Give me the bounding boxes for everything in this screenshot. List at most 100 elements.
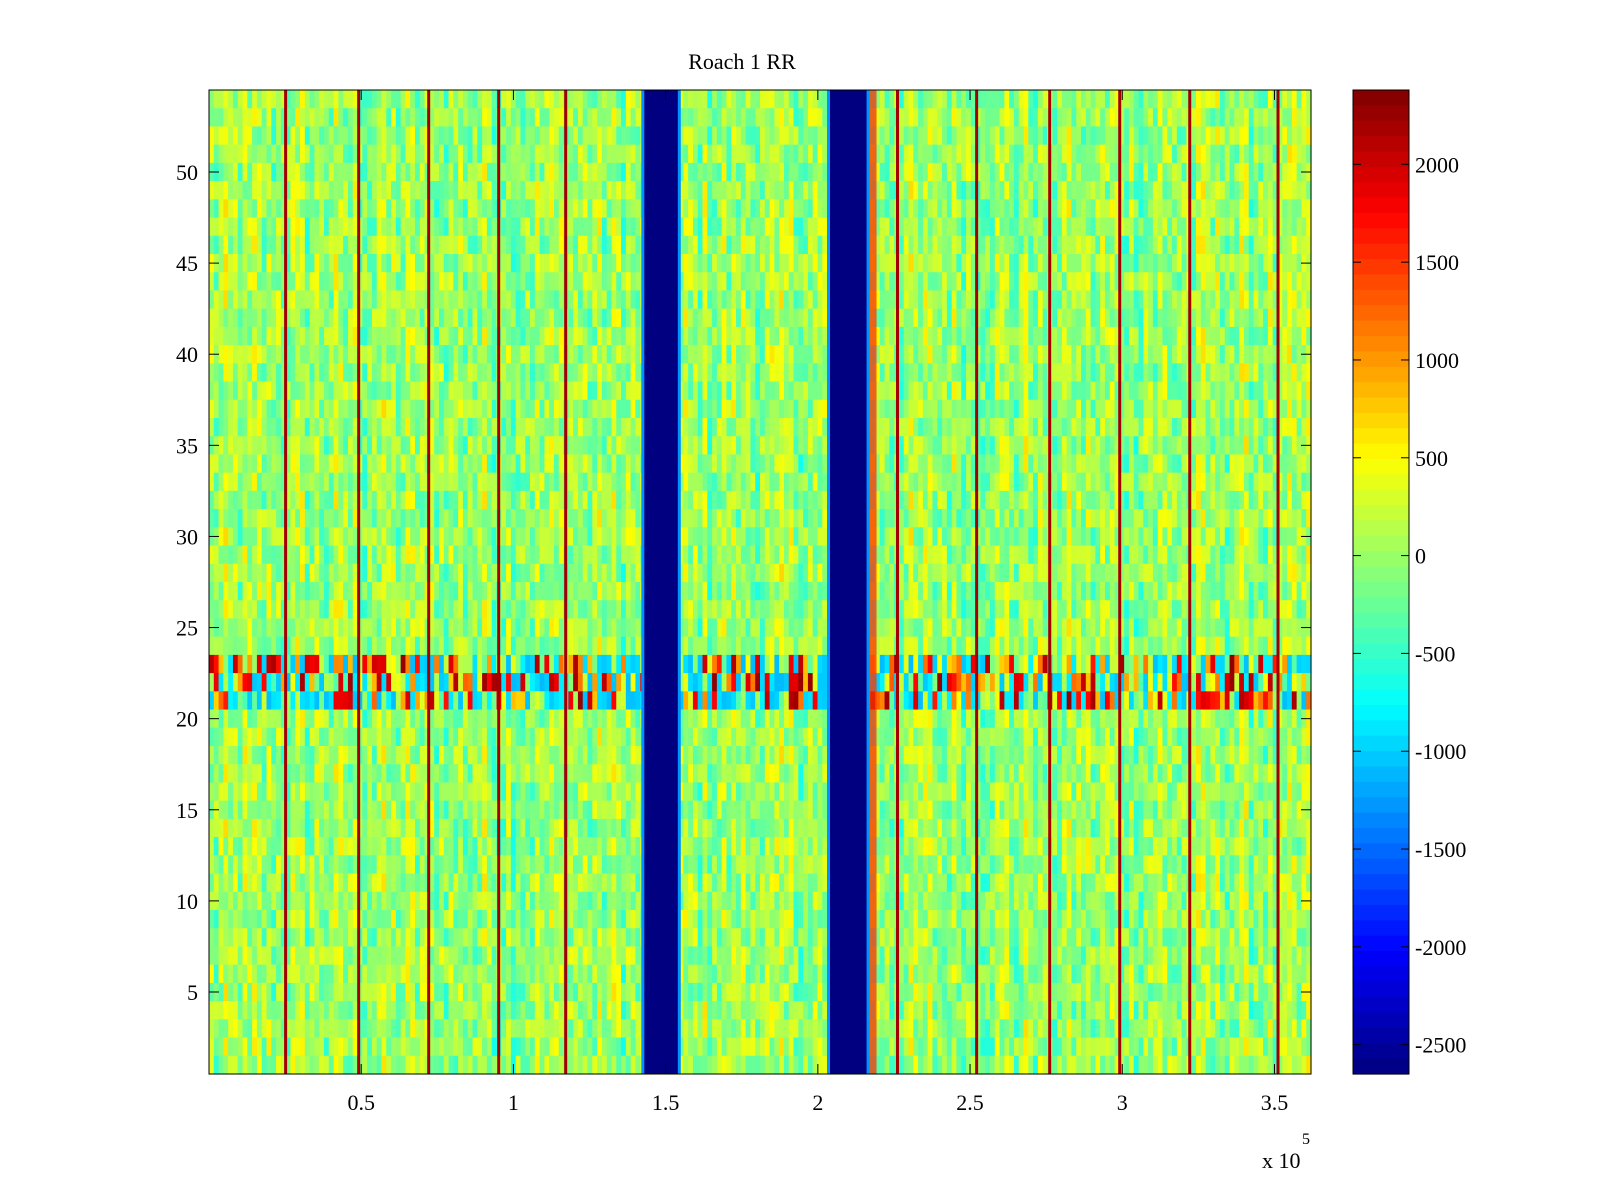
- heatmap-cell: [544, 345, 550, 364]
- heatmap-cell: [304, 454, 311, 474]
- heatmap-cell: [1061, 381, 1068, 401]
- heatmap-cell: [1229, 217, 1235, 237]
- heatmap-cell: [1037, 308, 1044, 328]
- heatmap-cell: [803, 90, 809, 109]
- heatmap-cell: [1081, 272, 1087, 292]
- heatmap-cell: [391, 399, 397, 419]
- heatmap-cell: [405, 381, 411, 401]
- heatmap-cell: [467, 345, 474, 364]
- heatmap-cell: [760, 363, 766, 383]
- heatmap-cell: [1133, 454, 1140, 474]
- heatmap-cell: [1042, 235, 1049, 255]
- heatmap-cell: [1013, 454, 1020, 474]
- heatmap-cell: [1267, 217, 1274, 237]
- heatmap-cell: [779, 217, 785, 237]
- heatmap-cell: [822, 399, 828, 419]
- heatmap-cell: [1267, 436, 1274, 456]
- heatmap-cell: [429, 162, 435, 182]
- heatmap-cell: [1296, 418, 1303, 437]
- heatmap-cell: [918, 436, 924, 456]
- heatmap-cell: [247, 418, 253, 437]
- heatmap-cell: [458, 144, 464, 164]
- heatmap-cell: [630, 217, 637, 237]
- heatmap-cell: [726, 181, 732, 200]
- heatmap-cell: [1162, 199, 1168, 219]
- heatmap-cell: [510, 126, 517, 146]
- heatmap-cell: [1114, 162, 1120, 182]
- heatmap-cell: [1291, 181, 1298, 200]
- heatmap-cell: [256, 235, 263, 255]
- heatmap-cell: [482, 308, 488, 328]
- heatmap-cell: [712, 308, 718, 328]
- heatmap-cell: [558, 235, 565, 255]
- heatmap-cell: [1057, 199, 1063, 219]
- heatmap-cell: [932, 126, 938, 146]
- heatmap-cell: [1128, 181, 1135, 200]
- heatmap-cell: [764, 217, 771, 237]
- heatmap-cell: [956, 199, 962, 219]
- heatmap-cell: [237, 272, 244, 292]
- heatmap-cell: [1057, 399, 1063, 419]
- heatmap-cell: [1133, 272, 1140, 292]
- heatmap-cell: [448, 126, 454, 146]
- heatmap-cell: [611, 381, 617, 401]
- heatmap-cell: [755, 290, 761, 310]
- heatmap-cell: [788, 418, 795, 437]
- heatmap-cell: [769, 290, 775, 310]
- heatmap-cell: [803, 162, 809, 182]
- heatmap-cell: [621, 436, 627, 456]
- heatmap-cell: [692, 363, 699, 383]
- heatmap-cell: [994, 217, 1001, 237]
- heatmap-cell: [616, 436, 622, 456]
- heatmap-cell: [807, 399, 814, 419]
- heatmap-cell: [1095, 418, 1101, 437]
- heatmap-cell: [1191, 436, 1197, 456]
- heatmap-cell: [1277, 363, 1283, 383]
- heatmap-cell: [874, 399, 881, 419]
- heatmap-cell: [1239, 326, 1245, 346]
- heatmap-cell: [951, 272, 958, 292]
- heatmap-cell: [247, 254, 253, 273]
- heatmap-cell: [1148, 454, 1154, 474]
- heatmap-cell: [338, 217, 344, 237]
- heatmap-cell: [300, 290, 306, 310]
- heatmap-cell: [1229, 290, 1235, 310]
- heatmap-cell: [716, 345, 723, 364]
- heatmap-cell: [549, 272, 555, 292]
- heatmap-cell: [472, 90, 478, 109]
- heatmap-cell: [731, 126, 737, 146]
- heatmap-cell: [994, 108, 1001, 128]
- heatmap-cell: [1037, 345, 1044, 364]
- heatmap-cell: [410, 126, 416, 146]
- heatmap-cell: [1100, 436, 1106, 456]
- heatmap-cell: [1162, 381, 1168, 401]
- heatmap-cell: [338, 472, 344, 492]
- heatmap-cell: [472, 162, 478, 182]
- heatmap-cell: [764, 126, 771, 146]
- heatmap-cell: [343, 472, 349, 492]
- heatmap-cell: [1224, 199, 1231, 219]
- heatmap-cell: [367, 217, 373, 237]
- heatmap-cell: [458, 308, 464, 328]
- heatmap-cell: [788, 126, 795, 146]
- heatmap-cell: [721, 144, 728, 164]
- heatmap-cell: [1042, 436, 1049, 456]
- heatmap-cell: [606, 436, 613, 456]
- heatmap-cell: [300, 363, 306, 383]
- heatmap-cell: [1239, 144, 1245, 164]
- heatmap-cell: [367, 472, 373, 492]
- heatmap-cell: [386, 108, 392, 128]
- heatmap-cell: [1210, 144, 1216, 164]
- heatmap-cell: [903, 90, 910, 109]
- heatmap-cell: [898, 308, 905, 328]
- heatmap-cell: [1215, 399, 1221, 419]
- heatmap-cell: [1109, 345, 1116, 364]
- heatmap-cell: [702, 181, 708, 200]
- heatmap-cell: [966, 162, 972, 182]
- heatmap-cell: [434, 399, 440, 419]
- heatmap-cell: [300, 217, 306, 237]
- heatmap-cell: [1057, 162, 1063, 182]
- heatmap-cell: [697, 181, 704, 200]
- heatmap-cell: [510, 326, 517, 346]
- heatmap-cell: [1296, 399, 1303, 419]
